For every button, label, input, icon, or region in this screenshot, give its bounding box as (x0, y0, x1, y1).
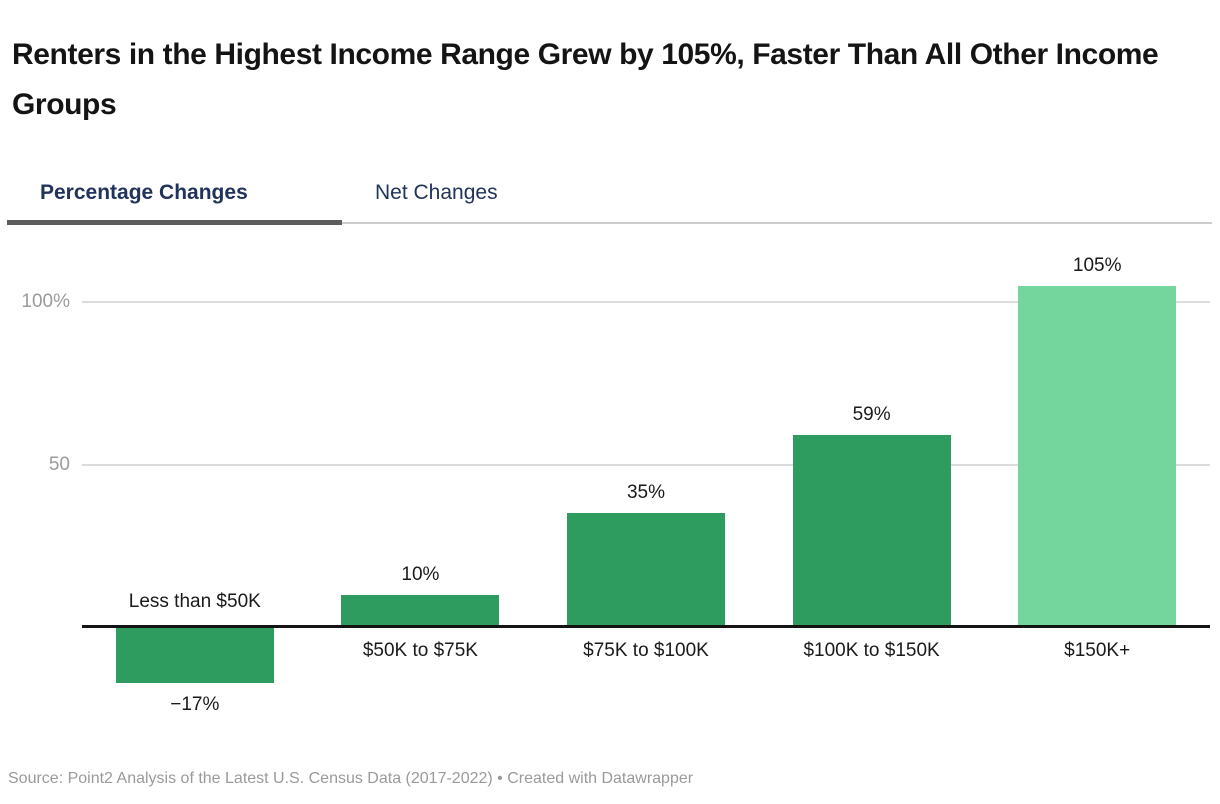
value-label: 59% (852, 404, 891, 426)
category-label: $75K to $100K (583, 640, 709, 661)
value-label: −17% (170, 694, 220, 716)
category-label: Less than $50K (128, 591, 261, 612)
active-tab-indicator (7, 220, 342, 225)
bar-less-than-50k (115, 628, 274, 684)
chart-title: Renters in the Highest Income Range Grew… (12, 38, 1159, 122)
bar-100k-to-150k (792, 435, 951, 627)
y-tick-label: 50 (48, 453, 70, 475)
value-label: 105% (1072, 254, 1122, 276)
bar-150k (1018, 285, 1177, 627)
tab-net-changes[interactable]: Net Changes (375, 181, 498, 204)
category-label: $150K+ (1064, 640, 1131, 661)
category-label: $50K to $75K (362, 640, 478, 661)
gridline (82, 463, 1210, 466)
tab-track-line (7, 222, 1212, 224)
bar-50k-to-75k (341, 594, 500, 627)
gridline (82, 301, 1210, 303)
x-axis-line (82, 625, 1210, 628)
value-label: 35% (626, 482, 666, 504)
bar-75k-to-100k (567, 513, 725, 627)
category-label: $100K to $150K (803, 640, 940, 661)
tab-percentage-changes[interactable]: Percentage Changes (40, 181, 248, 204)
y-tick-label: 100% (21, 291, 70, 312)
source-attribution: Source: Point2 Analysis of the Latest U.… (8, 770, 694, 787)
value-label: 10% (401, 563, 440, 585)
